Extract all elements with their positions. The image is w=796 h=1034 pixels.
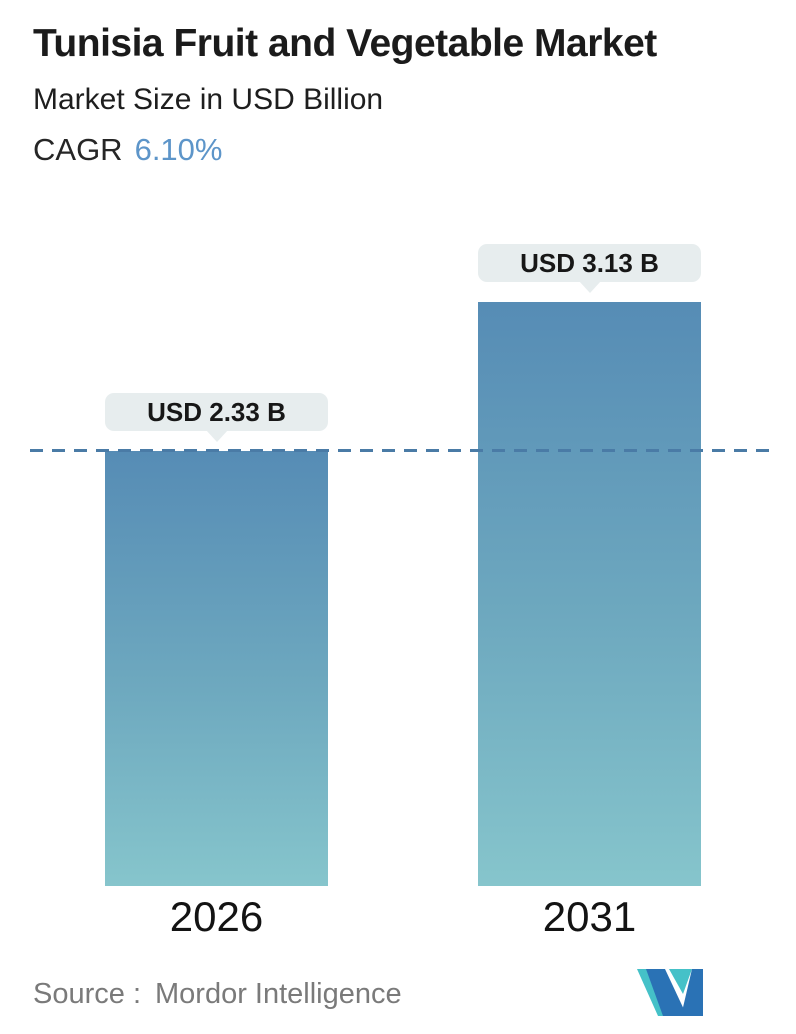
x-axis-label-2031: 2031 [542,893,637,940]
source-label: Source : [33,978,141,1010]
x-axis-label-2026: 2026 [169,893,264,940]
logo-right-blue-band [681,969,703,1016]
logo-main-blue-band [646,969,687,1016]
reference-dashed-line [30,449,777,452]
value-callout-2031: USD 3.13 B [478,244,701,282]
cagr-row: CAGR 6.10% [33,132,222,168]
logo-middle-teal-triangle [669,969,692,994]
value-callout-2026-text: USD 2.33 B [147,396,286,427]
cagr-value: 6.10% [134,132,223,167]
value-callout-2031-text: USD 3.13 B [520,247,659,278]
bar-2031 [478,302,701,886]
bar-2026 [105,451,328,886]
value-callout-2026: USD 2.33 B [105,393,328,431]
source-value: Mordor Intelligence [155,978,402,1010]
mordor-intelligence-logo [637,969,703,1016]
source-text: Source : Mordor Intelligence [33,978,402,1011]
cagr-label: CAGR [33,132,123,167]
chart-subtitle: Market Size in USD Billion [33,83,384,116]
chart-title: Tunisia Fruit and Vegetable Market [33,22,657,65]
